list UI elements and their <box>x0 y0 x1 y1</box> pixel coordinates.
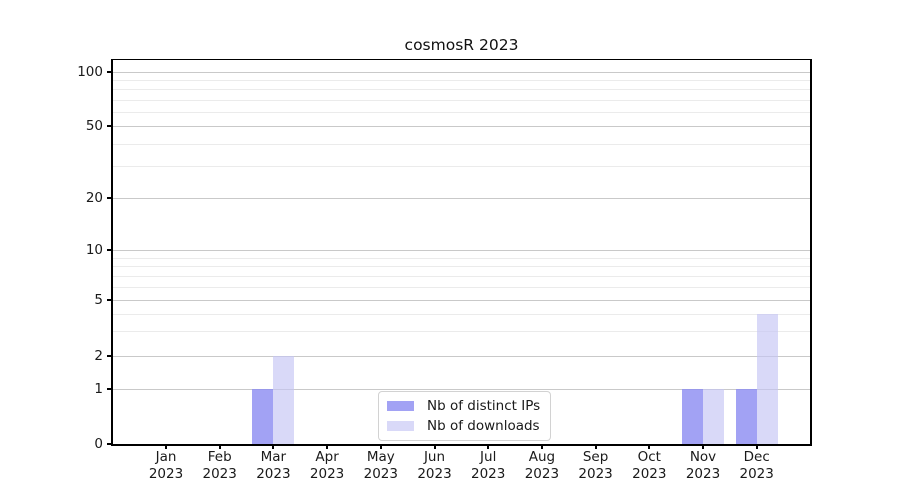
bar-distinct-ips-nov <box>682 389 703 444</box>
x-tick-label: Sep 2023 <box>578 449 613 482</box>
y-tick-label: 1 <box>94 381 103 397</box>
legend-label-downloads: Nb of downloads <box>427 418 540 434</box>
y-tick-label: 100 <box>77 64 103 80</box>
x-tick <box>433 444 436 449</box>
x-tick-label: Apr 2023 <box>309 449 345 482</box>
y-tick-label: 50 <box>85 118 103 134</box>
x-tick-label: Dec 2023 <box>739 449 774 482</box>
gridline-minor <box>113 143 810 145</box>
x-tick <box>272 444 275 449</box>
x-tick-label: Feb 2023 <box>202 449 237 482</box>
x-tick <box>540 444 543 449</box>
y-tick-label: 2 <box>94 348 103 364</box>
x-tick <box>702 444 704 449</box>
x-tick <box>379 444 382 449</box>
plot-area: Nb of distinct IPs Nb of downloads <box>111 58 812 446</box>
gridline-minor <box>113 89 810 91</box>
gridline-minor <box>113 257 810 259</box>
legend-label-distinct-ips: Nb of distinct IPs <box>427 398 541 414</box>
y-tick <box>107 197 112 199</box>
gridline-major <box>113 198 810 199</box>
y-tick-label: 5 <box>94 292 103 308</box>
y-tick-label: 0 <box>94 436 103 452</box>
gridline-minor <box>113 331 810 333</box>
y-tick <box>107 125 112 127</box>
x-tick-label: Mar 2023 <box>256 449 291 482</box>
x-tick <box>648 444 651 449</box>
y-tick <box>107 388 112 390</box>
gridline-major <box>113 300 810 301</box>
y-tick <box>107 443 112 445</box>
x-tick <box>165 444 167 449</box>
gridline-minor <box>113 286 810 288</box>
legend-item-distinct-ips: Nb of distinct IPs <box>387 398 540 414</box>
gridline-major <box>113 389 810 390</box>
y-tick <box>107 299 112 301</box>
chart-title: cosmosR 2023 <box>404 36 519 54</box>
bar-downloads-mar <box>273 356 295 444</box>
gridline-minor <box>113 99 810 101</box>
gridline-major <box>113 356 810 357</box>
y-axis-line <box>111 58 113 446</box>
legend-swatch-distinct-ips <box>387 401 414 411</box>
gridline-major <box>113 126 810 127</box>
legend: Nb of distinct IPs Nb of downloads <box>378 391 552 441</box>
x-axis-line <box>111 444 812 446</box>
gridline-minor <box>113 313 810 315</box>
bar-distinct-ips-mar <box>252 389 274 444</box>
x-tick-label: Jul 2023 <box>471 449 506 482</box>
legend-swatch-downloads <box>387 421 414 431</box>
x-tick-label: Jan 2023 <box>148 449 184 482</box>
x-tick <box>487 444 490 449</box>
gridline-minor <box>113 266 810 268</box>
y-tick <box>107 71 112 73</box>
plot-border-top <box>111 58 812 60</box>
x-tick-label: Nov 2023 <box>685 449 721 482</box>
x-tick-label: Jun 2023 <box>417 449 452 482</box>
bar-downloads-dec <box>756 313 778 444</box>
gridline-minor <box>113 166 810 168</box>
legend-item-downloads: Nb of downloads <box>387 418 540 434</box>
x-tick <box>326 444 329 449</box>
gridline-major <box>113 72 810 73</box>
y-tick-label: 10 <box>85 242 103 258</box>
gridline-major <box>113 250 810 251</box>
y-tick-label: 20 <box>85 190 103 206</box>
bar-distinct-ips-dec <box>735 389 757 444</box>
x-tick-label: Aug 2023 <box>524 449 560 482</box>
bar-downloads-nov <box>703 389 724 444</box>
x-tick <box>218 444 221 449</box>
y-tick <box>107 249 112 251</box>
x-tick-label: Oct 2023 <box>632 449 667 482</box>
gridline-minor <box>113 275 810 277</box>
x-tick <box>755 444 758 449</box>
gridline-minor <box>113 111 810 113</box>
gridline-minor <box>113 80 810 82</box>
y-tick <box>107 355 112 357</box>
x-tick-label: May 2023 <box>363 449 398 482</box>
plot-border-right <box>810 58 812 446</box>
x-tick <box>594 444 597 449</box>
